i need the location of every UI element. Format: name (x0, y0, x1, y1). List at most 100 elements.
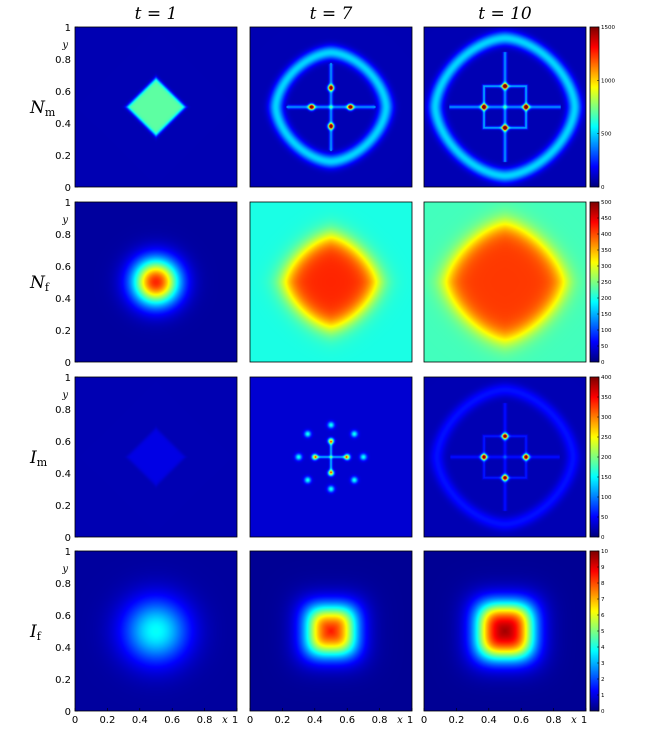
heatmap-panel-nf-t7 (250, 202, 412, 362)
y-tick-label: 0.8 (55, 405, 71, 416)
colorbar-tick-label: 1000 (601, 78, 615, 84)
panel-frame (423, 550, 587, 712)
colorbar-tick-label: 100 (601, 328, 612, 334)
colorbar-tick-label: 2 (601, 677, 605, 683)
y-tick-label: 0.4 (55, 469, 71, 480)
panel-frame (74, 201, 238, 363)
heatmap-panel-im-t1 (75, 377, 237, 537)
x-tick-label: 0.2 (274, 715, 290, 726)
y-tick-label: 0.6 (55, 87, 71, 98)
y-tick-label: 0 (65, 358, 71, 369)
x-tick-label: 0.4 (481, 715, 497, 726)
y-axis-label: y (61, 564, 68, 575)
colorbar-tick-label: 6 (601, 613, 605, 619)
row-label-i-m: Im (29, 448, 48, 469)
y-tick-label: 0.2 (55, 501, 71, 512)
heatmap-panel-im-t10 (424, 377, 586, 537)
colorbar-tick-label: 450 (601, 216, 612, 222)
heatmap-panel-nm-t1 (75, 27, 237, 187)
panel-frame (74, 550, 238, 712)
colorbar-tick-label: 10 (601, 549, 608, 555)
panel-frame (423, 376, 587, 538)
row-label-subscript: m (37, 456, 48, 469)
colorbar-tick-label: 200 (601, 455, 612, 461)
x-tick-label: 0.4 (132, 715, 148, 726)
panel-frame (423, 26, 587, 188)
row-label-subscript: f (37, 630, 42, 643)
x-tick-label: 0.2 (99, 715, 115, 726)
y-axis-label: y (61, 390, 68, 401)
y-tick-label: 1 (65, 198, 71, 209)
y-tick-label: 0.8 (55, 579, 71, 590)
colorbar-tick-label: 4 (601, 645, 605, 651)
heatmap-panel-nf-t1 (75, 202, 237, 362)
x-tick-label: 0.6 (339, 715, 355, 726)
heatmap-panel-if-t10 (424, 551, 586, 711)
y-tick-label: 1 (65, 547, 71, 558)
colorbar-tick-label: 1 (601, 693, 605, 699)
colorbar-tick-label: 0 (601, 709, 605, 715)
column-title-7: t = 7 (310, 4, 353, 24)
x-tick-label: 0.8 (197, 715, 213, 726)
colorbar-tick-label: 7 (601, 597, 605, 603)
x-tick-label: 0.8 (372, 715, 388, 726)
colorbar-tick-label: 100 (601, 495, 612, 501)
y-tick-label: 0.8 (55, 55, 71, 66)
colorbar-frame (589, 26, 600, 188)
row-label-n-m: Nm (29, 98, 56, 119)
heatmap-panel-if-t1 (75, 551, 237, 711)
panel-frame (423, 201, 587, 363)
colorbar-tick-label: 8 (601, 581, 605, 587)
panel-frame (74, 26, 238, 188)
x-axis-label: x (397, 715, 403, 726)
row-label-subscript: m (45, 106, 56, 119)
heatmap-panel-im-t7 (250, 377, 412, 537)
y-tick-label: 1 (65, 23, 71, 34)
colorbar-tick-label: 400 (601, 375, 612, 381)
heatmap-panel-if-t7 (250, 551, 412, 711)
colorbar-tick-label: 400 (601, 232, 612, 238)
colorbar-tick-label: 50 (601, 515, 608, 521)
x-axis-label: x (222, 715, 228, 726)
colorbar-tick-label: 300 (601, 415, 612, 421)
column-title-1: t = 1 (135, 4, 178, 24)
x-tick-label: 0.4 (307, 715, 323, 726)
row-label-n-f: Nf (29, 273, 50, 294)
colorbar-tick-label: 50 (601, 344, 608, 350)
y-tick-label: 0 (65, 183, 71, 194)
colorbar-if (590, 551, 599, 711)
y-tick-label: 0.6 (55, 437, 71, 448)
y-tick-label: 0.4 (55, 119, 71, 130)
x-axis-label: x (571, 715, 577, 726)
row-label-subscript: f (45, 281, 50, 294)
colorbar-tick-label: 1500 (601, 25, 615, 31)
colorbar-tick-label: 5 (601, 629, 605, 635)
x-tick-label: 0.2 (448, 715, 464, 726)
colorbar-tick-label: 3 (601, 661, 605, 667)
heatmap-panel-nm-t10 (424, 27, 586, 187)
y-tick-label: 0.2 (55, 151, 71, 162)
colorbar-tick-label: 250 (601, 280, 612, 286)
y-tick-label: 0.8 (55, 230, 71, 241)
y-tick-label: 1 (65, 373, 71, 384)
x-tick-label: 1 (407, 715, 413, 726)
y-tick-label: 0 (65, 533, 71, 544)
heatmap-panel-nf-t10 (424, 202, 586, 362)
x-tick-label: 0 (72, 715, 78, 726)
panel-frame (249, 201, 413, 363)
x-tick-label: 0 (247, 715, 253, 726)
y-tick-label: 0.4 (55, 294, 71, 305)
x-tick-label: 1 (581, 715, 587, 726)
colorbar-tick-label: 500 (601, 132, 612, 138)
colorbar-tick-label: 350 (601, 395, 612, 401)
x-tick-label: 0.6 (513, 715, 529, 726)
colorbar-tick-label: 250 (601, 435, 612, 441)
colorbar-tick-label: 350 (601, 248, 612, 254)
colorbar-nm (590, 27, 599, 187)
colorbar-tick-label: 200 (601, 296, 612, 302)
y-tick-label: 0 (65, 707, 71, 718)
heatmap-panel-nm-t7 (250, 27, 412, 187)
panel-frame (249, 550, 413, 712)
colorbar-tick-label: 300 (601, 264, 612, 270)
